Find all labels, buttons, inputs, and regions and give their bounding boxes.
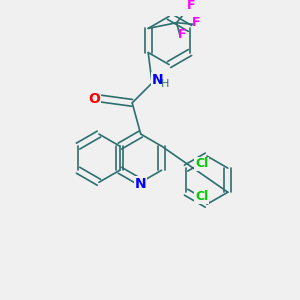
- Text: N: N: [135, 177, 146, 191]
- Text: Cl: Cl: [195, 190, 208, 203]
- Text: F: F: [187, 0, 195, 12]
- Text: F: F: [192, 16, 201, 28]
- Text: O: O: [88, 92, 100, 106]
- Text: N: N: [151, 73, 163, 87]
- Text: Cl: Cl: [195, 157, 208, 170]
- Text: H: H: [160, 80, 169, 89]
- Text: F: F: [178, 28, 187, 41]
